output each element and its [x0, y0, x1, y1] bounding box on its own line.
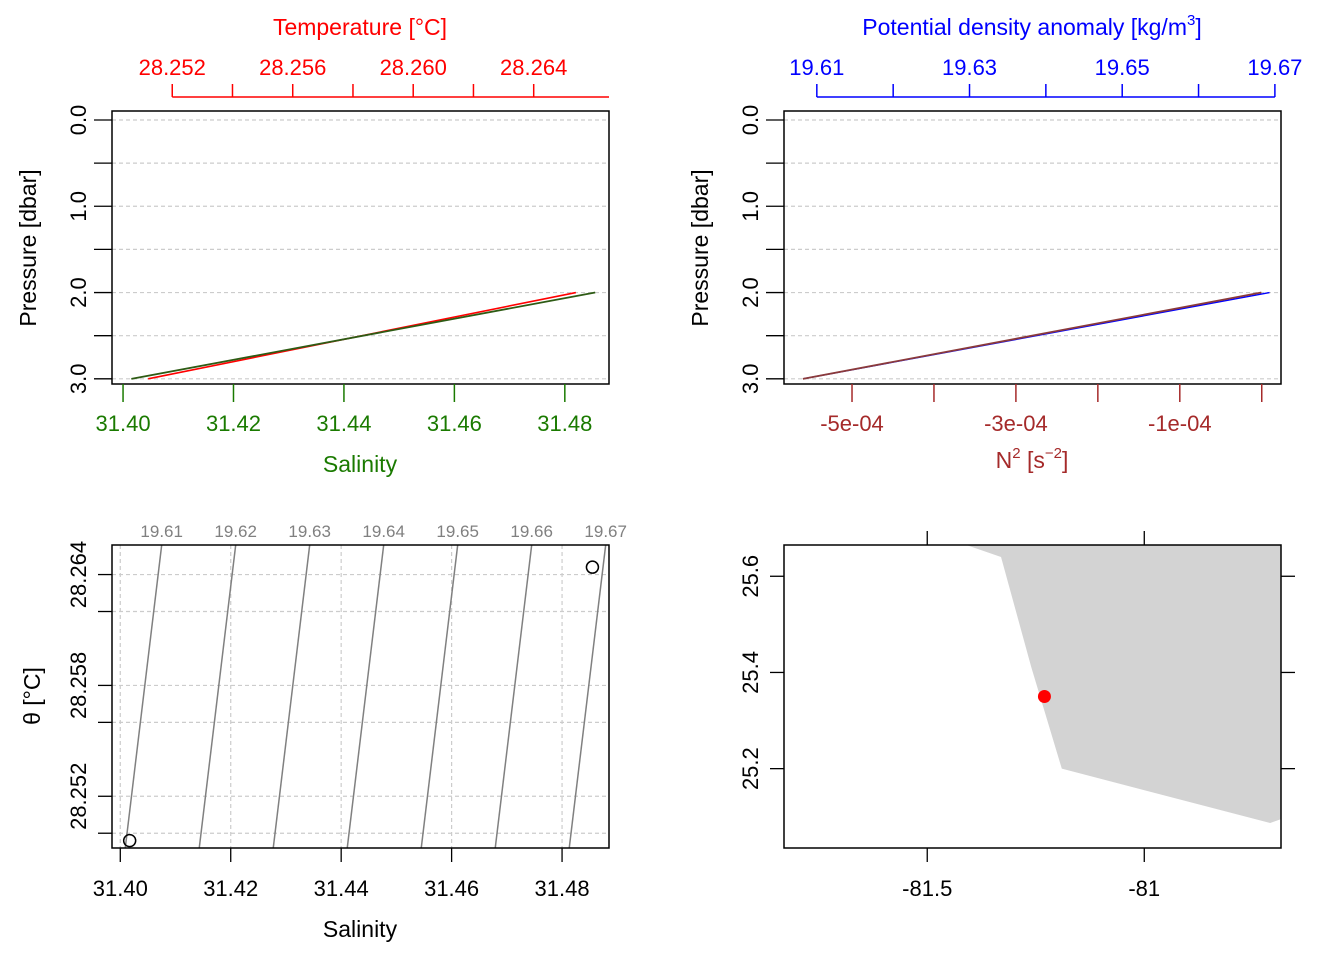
- isopycnal-line: [198, 544, 237, 849]
- plot-frame: [111, 544, 610, 849]
- theta-tick-label: 28.258: [66, 652, 91, 719]
- salinity-temperature-profile-panel: 28.252 28.256 28.260 28.264 31.40 31.42 31.44…: [15, 14, 610, 477]
- temperature-axis-ticks: 28.252 28.256 28.260 28.264: [139, 55, 609, 98]
- density-tick-label: 19.67: [1247, 55, 1302, 80]
- latitude-tick-label: 25.4: [738, 651, 763, 694]
- pressure-axis-ticks: 0.0 1.0 2.0 3.0: [66, 105, 112, 394]
- station-map-panel: -81.5 -81 25.2 25.4 25.6: [738, 531, 1295, 901]
- salinity-tick-label: 31.46: [427, 411, 482, 436]
- map-frame: [783, 544, 1282, 849]
- salinity-axis-ticks: 31.40 31.42 31.44 31.46 31.48: [93, 848, 590, 901]
- density-axis-ticks: 19.61 19.63 19.65 19.67: [789, 55, 1302, 98]
- density-n2-profile-panel: 19.61 19.63 19.65 19.67 -5e-04 -3e-04 -1e-04 …: [687, 12, 1302, 473]
- salinity-tick-label: 31.44: [316, 411, 371, 436]
- plot-frame: [111, 110, 610, 385]
- theta-tick-label: 28.252: [66, 763, 91, 830]
- n2-tick-label: -5e-04: [820, 411, 884, 436]
- isopycnal-line: [272, 544, 311, 849]
- pressure-tick-label: 0.0: [738, 105, 763, 136]
- salinity-tick-label: 31.44: [314, 876, 369, 901]
- salinity-axis-ticks: 31.40 31.42 31.44 31.46 31.48: [96, 384, 592, 436]
- salinity-axis-title: Salinity: [323, 916, 398, 942]
- n2-axis-ticks: -5e-04 -3e-04 -1e-04: [820, 384, 1263, 436]
- pressure-tick-label: 1.0: [66, 191, 91, 222]
- longitude-tick-label: -81: [1128, 876, 1160, 901]
- profile-lines: [131, 291, 596, 380]
- temperature-tick-label: 28.256: [259, 55, 326, 80]
- salinity-tick-label: 31.46: [424, 876, 479, 901]
- salinity-tick-label: 31.48: [537, 411, 592, 436]
- n2-axis-title: N2 [s−2]: [996, 445, 1069, 473]
- plot-frame: [783, 110, 1282, 385]
- pressure-axis-title: Pressure [dbar]: [687, 169, 713, 326]
- latitude-tick-label: 25.6: [738, 555, 763, 598]
- isopycnal-label: 19.62: [214, 522, 257, 541]
- map-axis-ticks: -81.5 -81 25.2 25.4 25.6: [738, 531, 1295, 901]
- density-tick-label: 19.61: [789, 55, 844, 80]
- isopycnal-line: [124, 544, 163, 849]
- pressure-tick-label: 2.0: [738, 277, 763, 308]
- pressure-tick-label: 0.0: [66, 105, 91, 136]
- isopycnal-label: 19.65: [436, 522, 479, 541]
- salinity-line: [131, 291, 596, 380]
- theta-tick-label: 28.264: [66, 541, 91, 608]
- isopycnal-line: [346, 544, 385, 849]
- temperature-tick-label: 28.264: [500, 55, 567, 80]
- isopycnal-line: [420, 544, 459, 849]
- land-polygon: [966, 545, 1281, 823]
- theta-axis-ticks: 28.252 28.258 28.264: [66, 541, 112, 834]
- salinity-tick-label: 31.42: [203, 876, 258, 901]
- pressure-tick-label: 3.0: [66, 364, 91, 395]
- pressure-tick-label: 2.0: [66, 277, 91, 308]
- pressure-tick-label: 3.0: [738, 364, 763, 395]
- isopycnal-label: 19.61: [140, 522, 183, 541]
- pressure-tick-label: 1.0: [738, 191, 763, 222]
- density-tick-label: 19.63: [942, 55, 997, 80]
- salinity-tick-label: 31.40: [96, 411, 151, 436]
- isopycnal-label: 19.63: [288, 522, 331, 541]
- salinity-axis-title: Salinity: [323, 451, 398, 477]
- longitude-tick-label: -81.5: [902, 876, 952, 901]
- ts-point: [585, 560, 600, 574]
- isopycnal-lines: 19.61 19.62 19.63 19.64 19.65 19.66 19.67: [124, 522, 627, 849]
- isopycnal-label: 19.66: [510, 522, 553, 541]
- theta-axis-title: θ [°C]: [19, 667, 45, 725]
- temperature-axis-title: Temperature [°C]: [273, 14, 447, 40]
- pressure-axis-title: Pressure [dbar]: [15, 169, 41, 326]
- salinity-tick-label: 31.40: [93, 876, 148, 901]
- profile-lines: [802, 291, 1270, 380]
- n2-tick-label: -1e-04: [1148, 411, 1212, 436]
- isopycnal-line: [494, 544, 533, 849]
- ts-point: [122, 833, 137, 848]
- grid-lines: [112, 545, 609, 848]
- grid-lines: [784, 119, 1281, 380]
- ts-diagram-panel: 19.61 19.62 19.63 19.64 19.65 19.66 19.67 31.4…: [19, 522, 627, 942]
- isopycnal-line: [568, 544, 607, 849]
- pressure-axis-ticks: 0.0 1.0 2.0 3.0: [738, 105, 784, 394]
- latitude-tick-label: 25.2: [738, 747, 763, 790]
- density-tick-label: 19.65: [1095, 55, 1150, 80]
- n2-line: [802, 291, 1262, 380]
- salinity-tick-label: 31.42: [206, 411, 261, 436]
- n2-tick-label: -3e-04: [984, 411, 1048, 436]
- grid-lines: [112, 119, 609, 380]
- density-axis-title: Potential density anomaly [kg/m3]: [862, 12, 1201, 40]
- station-marker: [1037, 690, 1051, 703]
- isopycnal-label: 19.64: [362, 522, 405, 541]
- salinity-tick-label: 31.48: [535, 876, 590, 901]
- temperature-tick-label: 28.260: [380, 55, 447, 80]
- ts-points: [122, 560, 600, 848]
- temperature-tick-label: 28.252: [139, 55, 206, 80]
- isopycnal-label: 19.67: [584, 522, 627, 541]
